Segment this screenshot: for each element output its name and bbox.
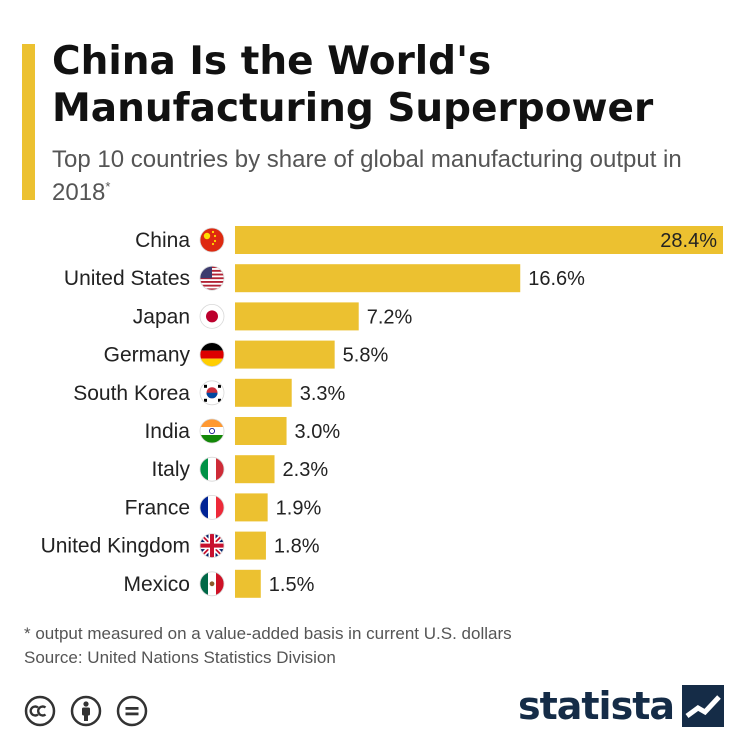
bar-italy xyxy=(235,455,275,484)
value-label: 3.0% xyxy=(295,421,341,443)
bar-chart: China 28.4% United States 16.6% Japan 7.2% Ger… xyxy=(41,226,723,598)
no-derivatives-icon[interactable] xyxy=(116,695,148,727)
footnote: * output measured on a value-added basis… xyxy=(24,624,512,643)
value-label: 1.8% xyxy=(274,536,320,558)
bar-india xyxy=(235,417,287,445)
category-label: United Kingdom xyxy=(41,535,190,558)
attribution-icon[interactable] xyxy=(70,695,102,727)
category-label: Japan xyxy=(133,305,190,328)
category-label: Italy xyxy=(151,458,190,481)
chart-subtitle: Top 10 countries by share of global manu… xyxy=(52,146,692,206)
value-label: 16.6% xyxy=(528,268,585,290)
value-label: 28.4% xyxy=(660,230,717,252)
category-label: France xyxy=(125,496,190,519)
accent-bar xyxy=(22,44,35,200)
subtitle-text: Top 10 countries by share of global manu… xyxy=(52,146,682,206)
bar-united-kingdom xyxy=(235,531,266,560)
value-label: 1.9% xyxy=(276,497,322,519)
bar-mexico xyxy=(235,569,261,598)
japan-flag-icon xyxy=(199,304,225,329)
title-line-2: Manufacturing Superpower xyxy=(52,86,654,131)
statista-logo-icon xyxy=(682,685,724,727)
uk-flag-icon xyxy=(199,533,225,559)
category-label: Germany xyxy=(104,344,191,367)
cc-icon[interactable] xyxy=(24,695,56,727)
value-label: 2.3% xyxy=(283,459,329,481)
india-flag-icon xyxy=(199,418,225,444)
subtitle-footnote-mark: * xyxy=(105,179,111,194)
bar-united-states xyxy=(235,264,521,293)
category-label: Mexico xyxy=(123,573,190,596)
bar-south-korea xyxy=(235,378,292,407)
statista-logo[interactable]: statista xyxy=(518,683,724,729)
value-label: 7.2% xyxy=(367,306,413,328)
category-label: United States xyxy=(64,267,190,290)
china-flag-icon xyxy=(199,227,225,253)
bar-france xyxy=(235,493,268,522)
italy-flag-icon xyxy=(199,456,225,482)
category-label: India xyxy=(144,420,190,443)
germany-flag-icon xyxy=(199,342,225,368)
title-line-1: China Is the World's xyxy=(52,39,492,84)
source-note: Source: United Nations Statistics Divisi… xyxy=(24,648,336,667)
bar-china xyxy=(235,226,723,254)
value-label: 1.5% xyxy=(269,574,315,596)
category-label: South Korea xyxy=(73,382,190,405)
category-label: China xyxy=(135,229,190,252)
brand-name: statista xyxy=(517,684,675,728)
mexico-flag-icon xyxy=(199,571,225,597)
chart-title: China Is the World's Manufacturing Super… xyxy=(52,38,732,132)
france-flag-icon xyxy=(199,494,225,520)
bar-germany xyxy=(235,340,335,369)
value-label: 3.3% xyxy=(300,383,346,405)
bar-japan xyxy=(235,302,359,331)
us-flag-icon xyxy=(199,265,225,291)
value-label: 5.8% xyxy=(343,345,389,367)
south-korea-flag-icon xyxy=(199,380,225,406)
